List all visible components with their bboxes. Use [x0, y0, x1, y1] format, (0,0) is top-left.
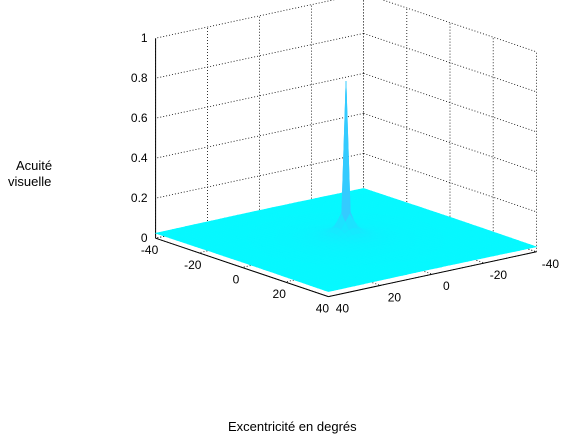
gridline: [363, 153, 537, 213]
gridline: [155, 73, 364, 119]
y-tick-label: 0: [443, 279, 450, 293]
y-tick-label: 40: [336, 302, 350, 316]
z-tick-label: 0.6: [131, 111, 148, 125]
y-axis: [328, 251, 537, 298]
x-axis-label: Excentricité en degrés: [228, 419, 357, 434]
gridline: [363, 33, 537, 93]
x-tick-label: -40: [141, 243, 159, 257]
z-tick-label: 0.4: [131, 151, 148, 165]
z-tick-label: 1: [141, 31, 148, 45]
gridline: [381, 0, 537, 53]
x-tick-label: 40: [316, 302, 330, 316]
y-tick-label: 20: [388, 290, 402, 304]
gridline: [155, 153, 364, 199]
x-tick-label: -20: [184, 258, 202, 272]
tick-labels: 0 0.2 0.4 0.6 0.8 1 -40 -20 0 20 40 40 20 0 -20 -40: [131, 31, 559, 315]
surface: [154, 80, 538, 292]
z-axis-label-line1: Acuité: [16, 158, 52, 173]
gridline: [155, 33, 364, 79]
gridline: [363, 113, 537, 173]
x-tick-label: 20: [273, 287, 287, 301]
x-axis: [155, 237, 329, 298]
z-tick-label: 0: [141, 231, 148, 245]
y-tick-label: -20: [490, 268, 508, 282]
z-axis-label-line2: visuelle: [8, 174, 51, 189]
gridline: [363, 73, 537, 133]
z-tick-label: 0.2: [131, 191, 148, 205]
y-tick-label: -40: [542, 257, 560, 271]
z-tick-label: 0.8: [131, 71, 148, 85]
gridline: [155, 0, 335, 39]
gridline: [155, 113, 364, 159]
surface-cell: [323, 289, 334, 292]
x-tick-label: 0: [233, 272, 240, 286]
